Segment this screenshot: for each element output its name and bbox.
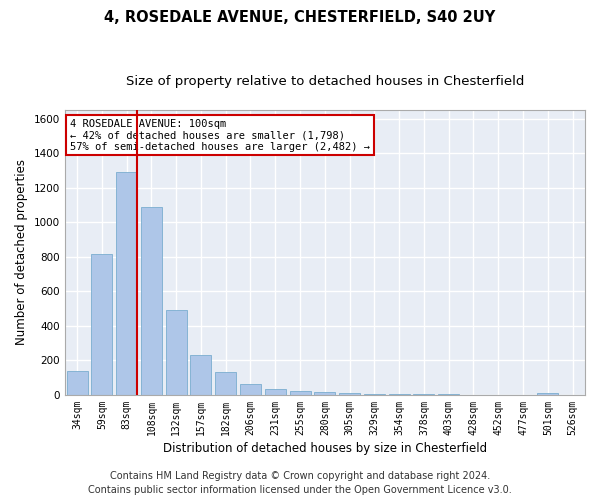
- Bar: [166, 310, 187, 395]
- Bar: [290, 390, 311, 395]
- Bar: [91, 254, 112, 395]
- Bar: [190, 355, 211, 395]
- Bar: [67, 371, 88, 395]
- Bar: [141, 206, 162, 395]
- Bar: [215, 372, 236, 395]
- X-axis label: Distribution of detached houses by size in Chesterfield: Distribution of detached houses by size …: [163, 442, 487, 455]
- Text: 4 ROSEDALE AVENUE: 100sqm
← 42% of detached houses are smaller (1,798)
57% of se: 4 ROSEDALE AVENUE: 100sqm ← 42% of detac…: [70, 118, 370, 152]
- Bar: [438, 394, 459, 395]
- Text: Contains HM Land Registry data © Crown copyright and database right 2024.
Contai: Contains HM Land Registry data © Crown c…: [88, 471, 512, 495]
- Bar: [240, 384, 261, 395]
- Bar: [389, 394, 410, 395]
- Bar: [364, 394, 385, 395]
- Text: 4, ROSEDALE AVENUE, CHESTERFIELD, S40 2UY: 4, ROSEDALE AVENUE, CHESTERFIELD, S40 2U…: [104, 10, 496, 25]
- Bar: [265, 389, 286, 395]
- Bar: [116, 172, 137, 395]
- Title: Size of property relative to detached houses in Chesterfield: Size of property relative to detached ho…: [125, 75, 524, 88]
- Bar: [538, 393, 559, 395]
- Bar: [314, 392, 335, 395]
- Bar: [339, 393, 360, 395]
- Bar: [413, 394, 434, 395]
- Y-axis label: Number of detached properties: Number of detached properties: [15, 160, 28, 346]
